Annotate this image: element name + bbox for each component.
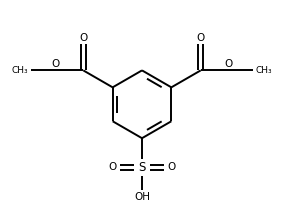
Text: O: O [167,162,175,172]
Text: O: O [51,59,59,69]
Text: OH: OH [134,192,150,202]
Text: S: S [138,161,146,174]
Text: O: O [197,33,205,43]
Text: CH₃: CH₃ [256,66,272,75]
Text: O: O [79,33,87,43]
Text: CH₃: CH₃ [12,66,28,75]
Text: O: O [225,59,233,69]
Text: O: O [109,162,117,172]
